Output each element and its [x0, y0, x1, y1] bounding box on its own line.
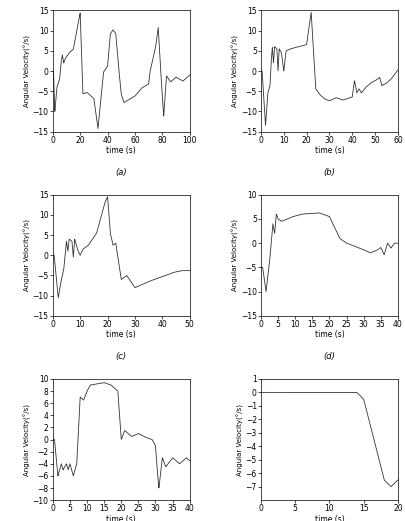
Text: (c): (c) [115, 352, 126, 361]
Y-axis label: Angular Velocity(°/s): Angular Velocity(°/s) [24, 219, 31, 291]
X-axis label: time (s): time (s) [106, 515, 136, 521]
Y-axis label: Angular Velocity(°/s): Angular Velocity(°/s) [24, 35, 31, 107]
X-axis label: time (s): time (s) [106, 330, 136, 340]
Y-axis label: Angular Velocity(°/s): Angular Velocity(°/s) [24, 404, 31, 476]
Text: (d): (d) [323, 352, 335, 361]
Y-axis label: Angular Velocity(°/s): Angular Velocity(°/s) [232, 219, 239, 291]
Y-axis label: Angular Velocity(°/s): Angular Velocity(°/s) [237, 404, 243, 476]
Text: (a): (a) [115, 168, 127, 177]
X-axis label: time (s): time (s) [314, 330, 343, 340]
X-axis label: time (s): time (s) [314, 146, 343, 155]
Text: (b): (b) [323, 168, 335, 177]
Y-axis label: Angular Velocity(°/s): Angular Velocity(°/s) [232, 35, 239, 107]
X-axis label: time (s): time (s) [314, 515, 343, 521]
X-axis label: time (s): time (s) [106, 146, 136, 155]
